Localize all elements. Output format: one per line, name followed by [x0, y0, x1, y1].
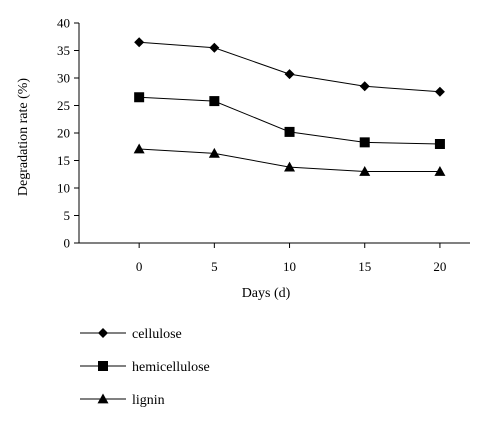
data-point-lignin: [434, 166, 446, 176]
data-point-cellulose: [434, 86, 445, 97]
y-tick-label: 25: [57, 98, 70, 113]
data-point-lignin: [284, 161, 296, 172]
series-group: [133, 37, 446, 176]
data-point-cellulose: [359, 81, 370, 92]
y-tick-label: 10: [57, 181, 70, 196]
legend-item-lignin: lignin: [80, 393, 165, 408]
x-tick-label: 20: [433, 259, 446, 274]
data-point-hemicellulose: [134, 92, 145, 103]
legend-label: cellulose: [132, 327, 182, 342]
data-point-lignin: [208, 147, 220, 158]
series-lignin: [133, 143, 446, 176]
legend-item-cellulose: cellulose: [80, 327, 182, 342]
data-point-lignin: [359, 166, 371, 176]
legend-marker: [97, 393, 109, 404]
y-tick-label: 40: [57, 16, 70, 31]
legend-label: hemicellulose: [132, 360, 210, 375]
data-point-cellulose: [209, 42, 220, 53]
legend: cellulose hemicellulose lignin: [80, 327, 210, 408]
data-point-lignin: [133, 143, 145, 154]
series-cellulose: [134, 37, 445, 97]
data-point-cellulose: [284, 69, 295, 80]
data-point-hemicellulose: [284, 126, 295, 137]
series-line-cellulose: [139, 41, 440, 93]
legend-label: lignin: [132, 393, 165, 408]
legend-marker: [98, 328, 108, 338]
y-tick-label: 20: [57, 126, 70, 141]
data-point-hemicellulose: [434, 139, 445, 149]
legend-item-hemicellulose: hemicellulose: [80, 360, 210, 375]
legend-marker: [98, 361, 108, 371]
x-tick-label: 5: [211, 259, 218, 274]
x-tick-label: 15: [358, 259, 371, 274]
y-tick-label: 35: [57, 43, 70, 58]
y-axis-label: Degradation rate (%): [16, 78, 31, 196]
y-axis: 0 5 10 15 20 25 30 35 40: [57, 16, 80, 251]
data-point-cellulose: [134, 37, 145, 48]
x-axis: 0 5 10 15 20: [79, 242, 470, 274]
y-tick-label: 5: [64, 208, 71, 223]
y-tick-label: 15: [57, 153, 70, 168]
series-line-hemicellulose: [139, 96, 440, 145]
x-axis-label: Days (d): [242, 286, 291, 301]
y-tick-label: 0: [64, 236, 71, 251]
series-hemicellulose: [134, 92, 445, 149]
y-tick-label: 30: [57, 71, 70, 86]
data-point-hemicellulose: [209, 96, 220, 107]
x-tick-label: 0: [136, 259, 143, 274]
data-point-hemicellulose: [359, 137, 370, 148]
x-tick-label: 10: [283, 259, 296, 274]
